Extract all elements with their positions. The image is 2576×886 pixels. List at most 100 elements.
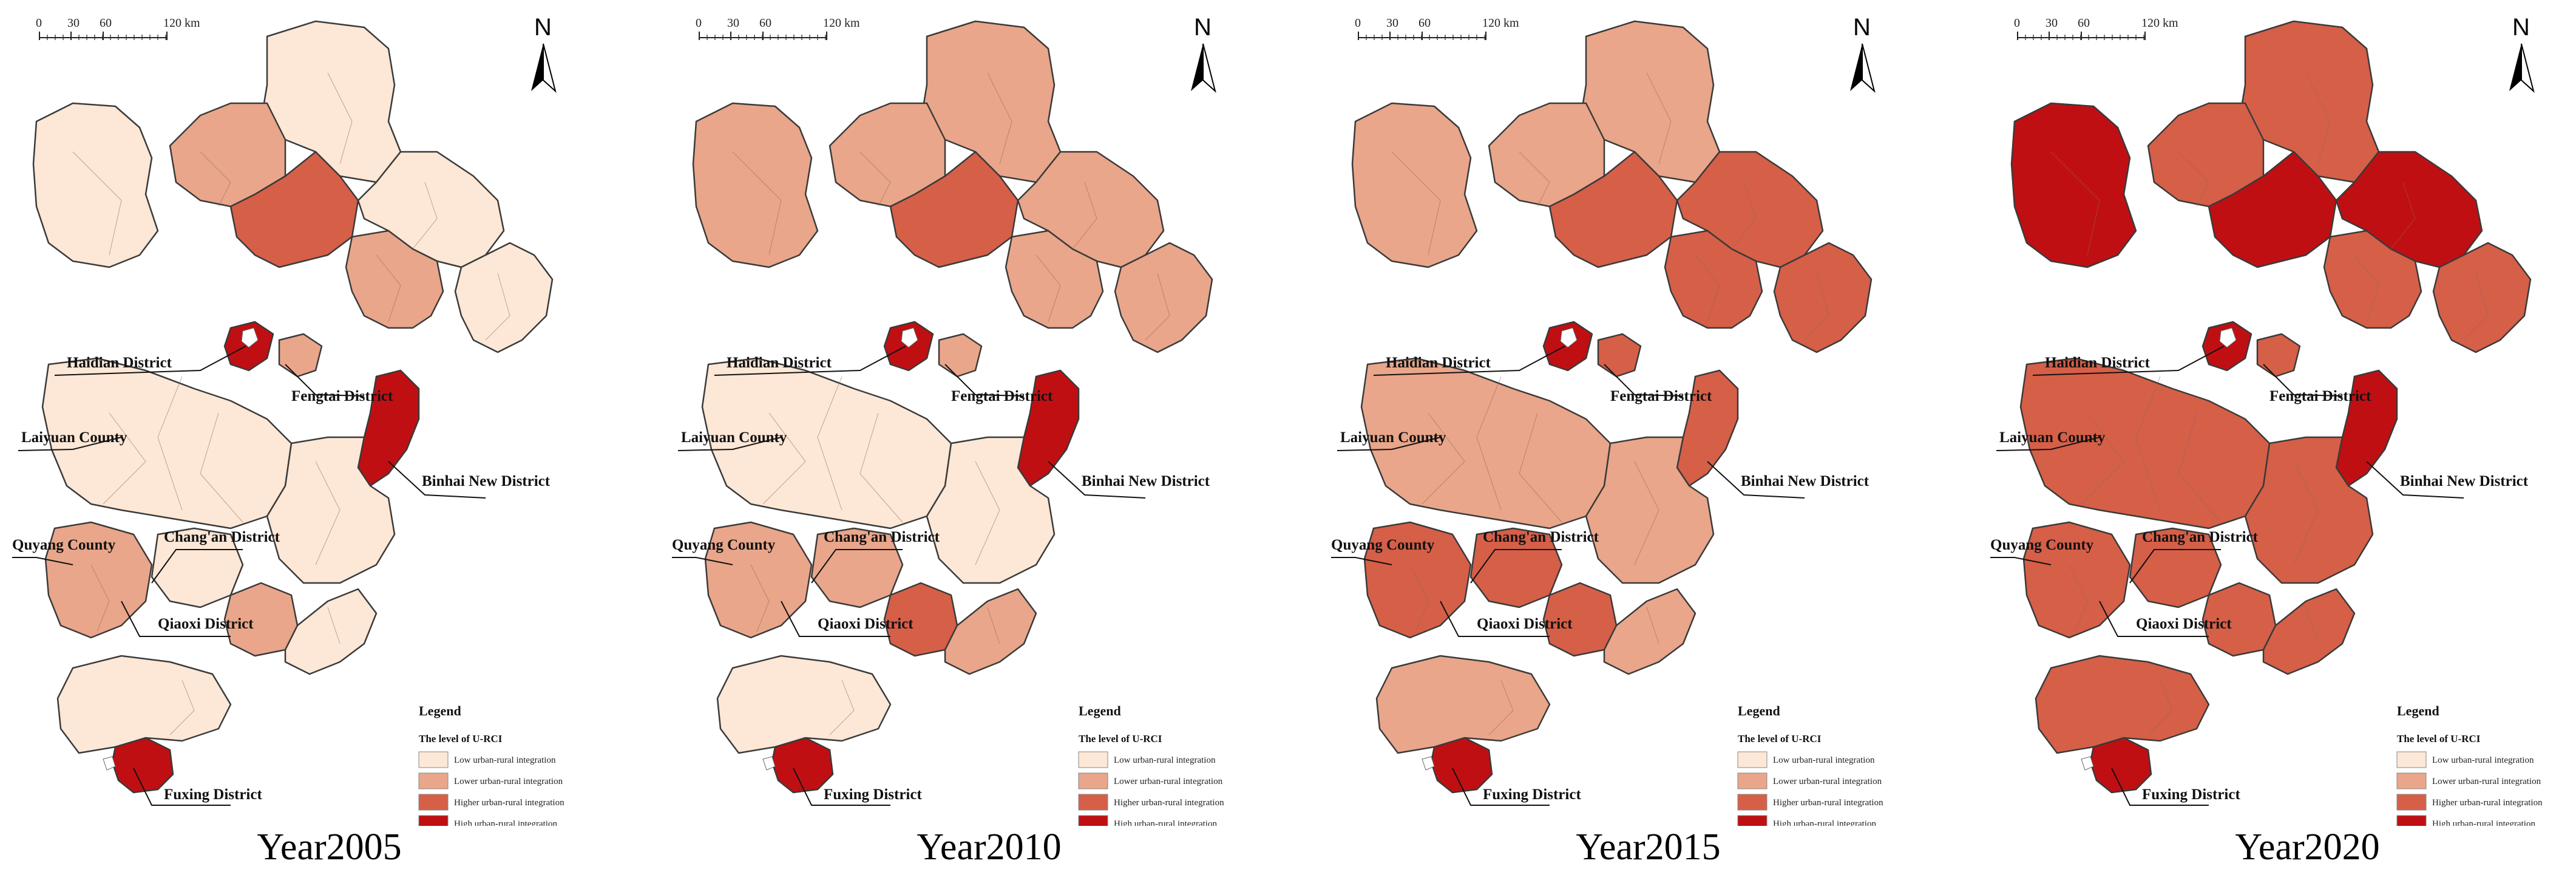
leader-line [2129, 549, 2221, 584]
scale-tick-label: 0 [696, 16, 702, 30]
legend-swatch [1737, 794, 1768, 811]
urban-core [241, 327, 259, 348]
place-label: Qiaoxi District [1477, 616, 1573, 632]
legend-item-label: Lower urban-rural integration [2432, 777, 2541, 786]
leader-line [1470, 549, 1562, 584]
region-ce [2432, 242, 2532, 353]
region-nw [32, 102, 159, 268]
legend-swatch [2396, 751, 2427, 768]
legend-title: Legend [1738, 703, 1780, 718]
leader-line [781, 601, 890, 637]
place-label: Laiyuan County [681, 429, 787, 446]
urban-core [1560, 327, 1578, 348]
region-nw [1351, 102, 1478, 268]
legend-swatch [418, 815, 449, 826]
legend-swatch [1078, 751, 1108, 768]
legend-subtitle: The level of U-RCI [419, 733, 503, 745]
place-label: Fengtai District [1610, 388, 1712, 404]
legend-title: Legend [1079, 703, 1121, 718]
map-panel-2005: Haidian District Fengtai District Laiyuan … [0, 0, 659, 886]
place-label: Fengtai District [951, 388, 1053, 404]
legend-subtitle: The level of U-RCI [1738, 733, 1822, 745]
region-c [701, 357, 952, 530]
legend-swatch [2396, 794, 2427, 811]
scale-bar: 0 30 60 120 km [2014, 16, 2178, 40]
leader-line [54, 346, 246, 376]
county-boundaries [72, 72, 510, 735]
leader-line [2263, 364, 2343, 397]
map-svg: Haidian District Fengtai District Laiyuan … [1990, 14, 2543, 826]
legend-item-label: Low urban-rural integration [454, 755, 556, 765]
place-label: Chang'an District [164, 529, 280, 545]
region-nw [2010, 102, 2137, 268]
legend-swatch [2396, 815, 2427, 826]
year-label: Year2015 [1576, 826, 1721, 868]
legend-item-label: High urban-rural integration [454, 819, 557, 826]
urban-core [901, 327, 918, 348]
county-boundaries [2050, 72, 2489, 735]
place-label: Quyang County [1331, 537, 1435, 553]
region-s [266, 436, 396, 584]
legend-item-label: Higher urban-rural integration [2432, 798, 2543, 808]
legend-item-label: Higher urban-rural integration [454, 798, 564, 808]
region-layer [2010, 20, 2532, 794]
region-cs [1664, 230, 1763, 329]
region-sse [284, 588, 378, 675]
legend-item-label: High urban-rural integration [1114, 819, 1217, 826]
year-label: Year2020 [2235, 826, 2380, 868]
region-binhai [1017, 369, 1080, 487]
place-label: Binhai New District [1741, 473, 1869, 489]
place-labels: Haidian District Fengtai District Laiyuan … [1990, 346, 2529, 806]
leader-line [12, 557, 73, 565]
legend-swatch [1078, 772, 1108, 789]
region-cs [1005, 230, 1104, 329]
leader-line [2111, 768, 2209, 806]
region-ss [2035, 655, 2210, 754]
north-letter: N [534, 14, 552, 41]
leader-line [793, 768, 890, 806]
leader-line [133, 768, 231, 806]
leader-line [1331, 557, 1392, 565]
county-boundaries [732, 72, 1170, 735]
leader-line [811, 549, 903, 584]
region-fuxing [2089, 737, 2152, 794]
map-svg: Haidian District Fengtai District Laiyuan … [1331, 14, 1883, 826]
region-fuxing [771, 737, 834, 794]
place-label: Laiyuan County [1340, 429, 1446, 446]
leader-line [285, 364, 365, 397]
north-arrow: N [1191, 14, 1216, 93]
scale-bar: 0 30 60 120 km [696, 16, 860, 40]
place-labels: Haidian District Fengtai District Laiyuan … [672, 346, 1210, 806]
region-binhai [1676, 369, 1739, 487]
place-label: Fuxing District [1483, 786, 1581, 803]
legend-swatch [418, 794, 449, 811]
place-label: Qiaoxi District [158, 616, 254, 632]
region-layer [1351, 20, 1873, 794]
map-panel-2020: Haidian District Fengtai District Laiyuan … [1978, 0, 2576, 886]
legend-title: Legend [2397, 703, 2439, 718]
scale-tick-label: 120 km [823, 16, 860, 30]
scale-tick-label: 0 [36, 16, 42, 30]
place-label: Haidian District [67, 355, 172, 371]
place-label: Laiyuan County [21, 429, 127, 446]
legend-subtitle: The level of U-RCI [2397, 733, 2481, 745]
scale-tick-label: 60 [2078, 16, 2090, 30]
scale-tick-label: 60 [759, 16, 771, 30]
leader-line [1452, 768, 1550, 806]
region-c [1360, 357, 1612, 530]
urban-core [762, 756, 776, 771]
region-c [41, 357, 293, 530]
region-layer [32, 20, 554, 794]
leader-line [1337, 437, 1441, 451]
legend-swatch [2396, 772, 2427, 789]
legend-item-label: Low urban-rural integration [1773, 755, 1875, 765]
place-label: Fuxing District [164, 786, 262, 803]
legend-swatch [1737, 751, 1768, 768]
legend-item-label: Lower urban-rural integration [1773, 777, 1882, 786]
scale-tick-label: 0 [1355, 16, 1361, 30]
map-panel-2015: Haidian District Fengtai District Laiyuan … [1319, 0, 1978, 886]
legend-item-label: Higher urban-rural integration [1773, 798, 1883, 808]
region-cs [2323, 230, 2422, 329]
county-boundaries [1391, 72, 1829, 735]
place-label: Haidian District [727, 355, 832, 371]
